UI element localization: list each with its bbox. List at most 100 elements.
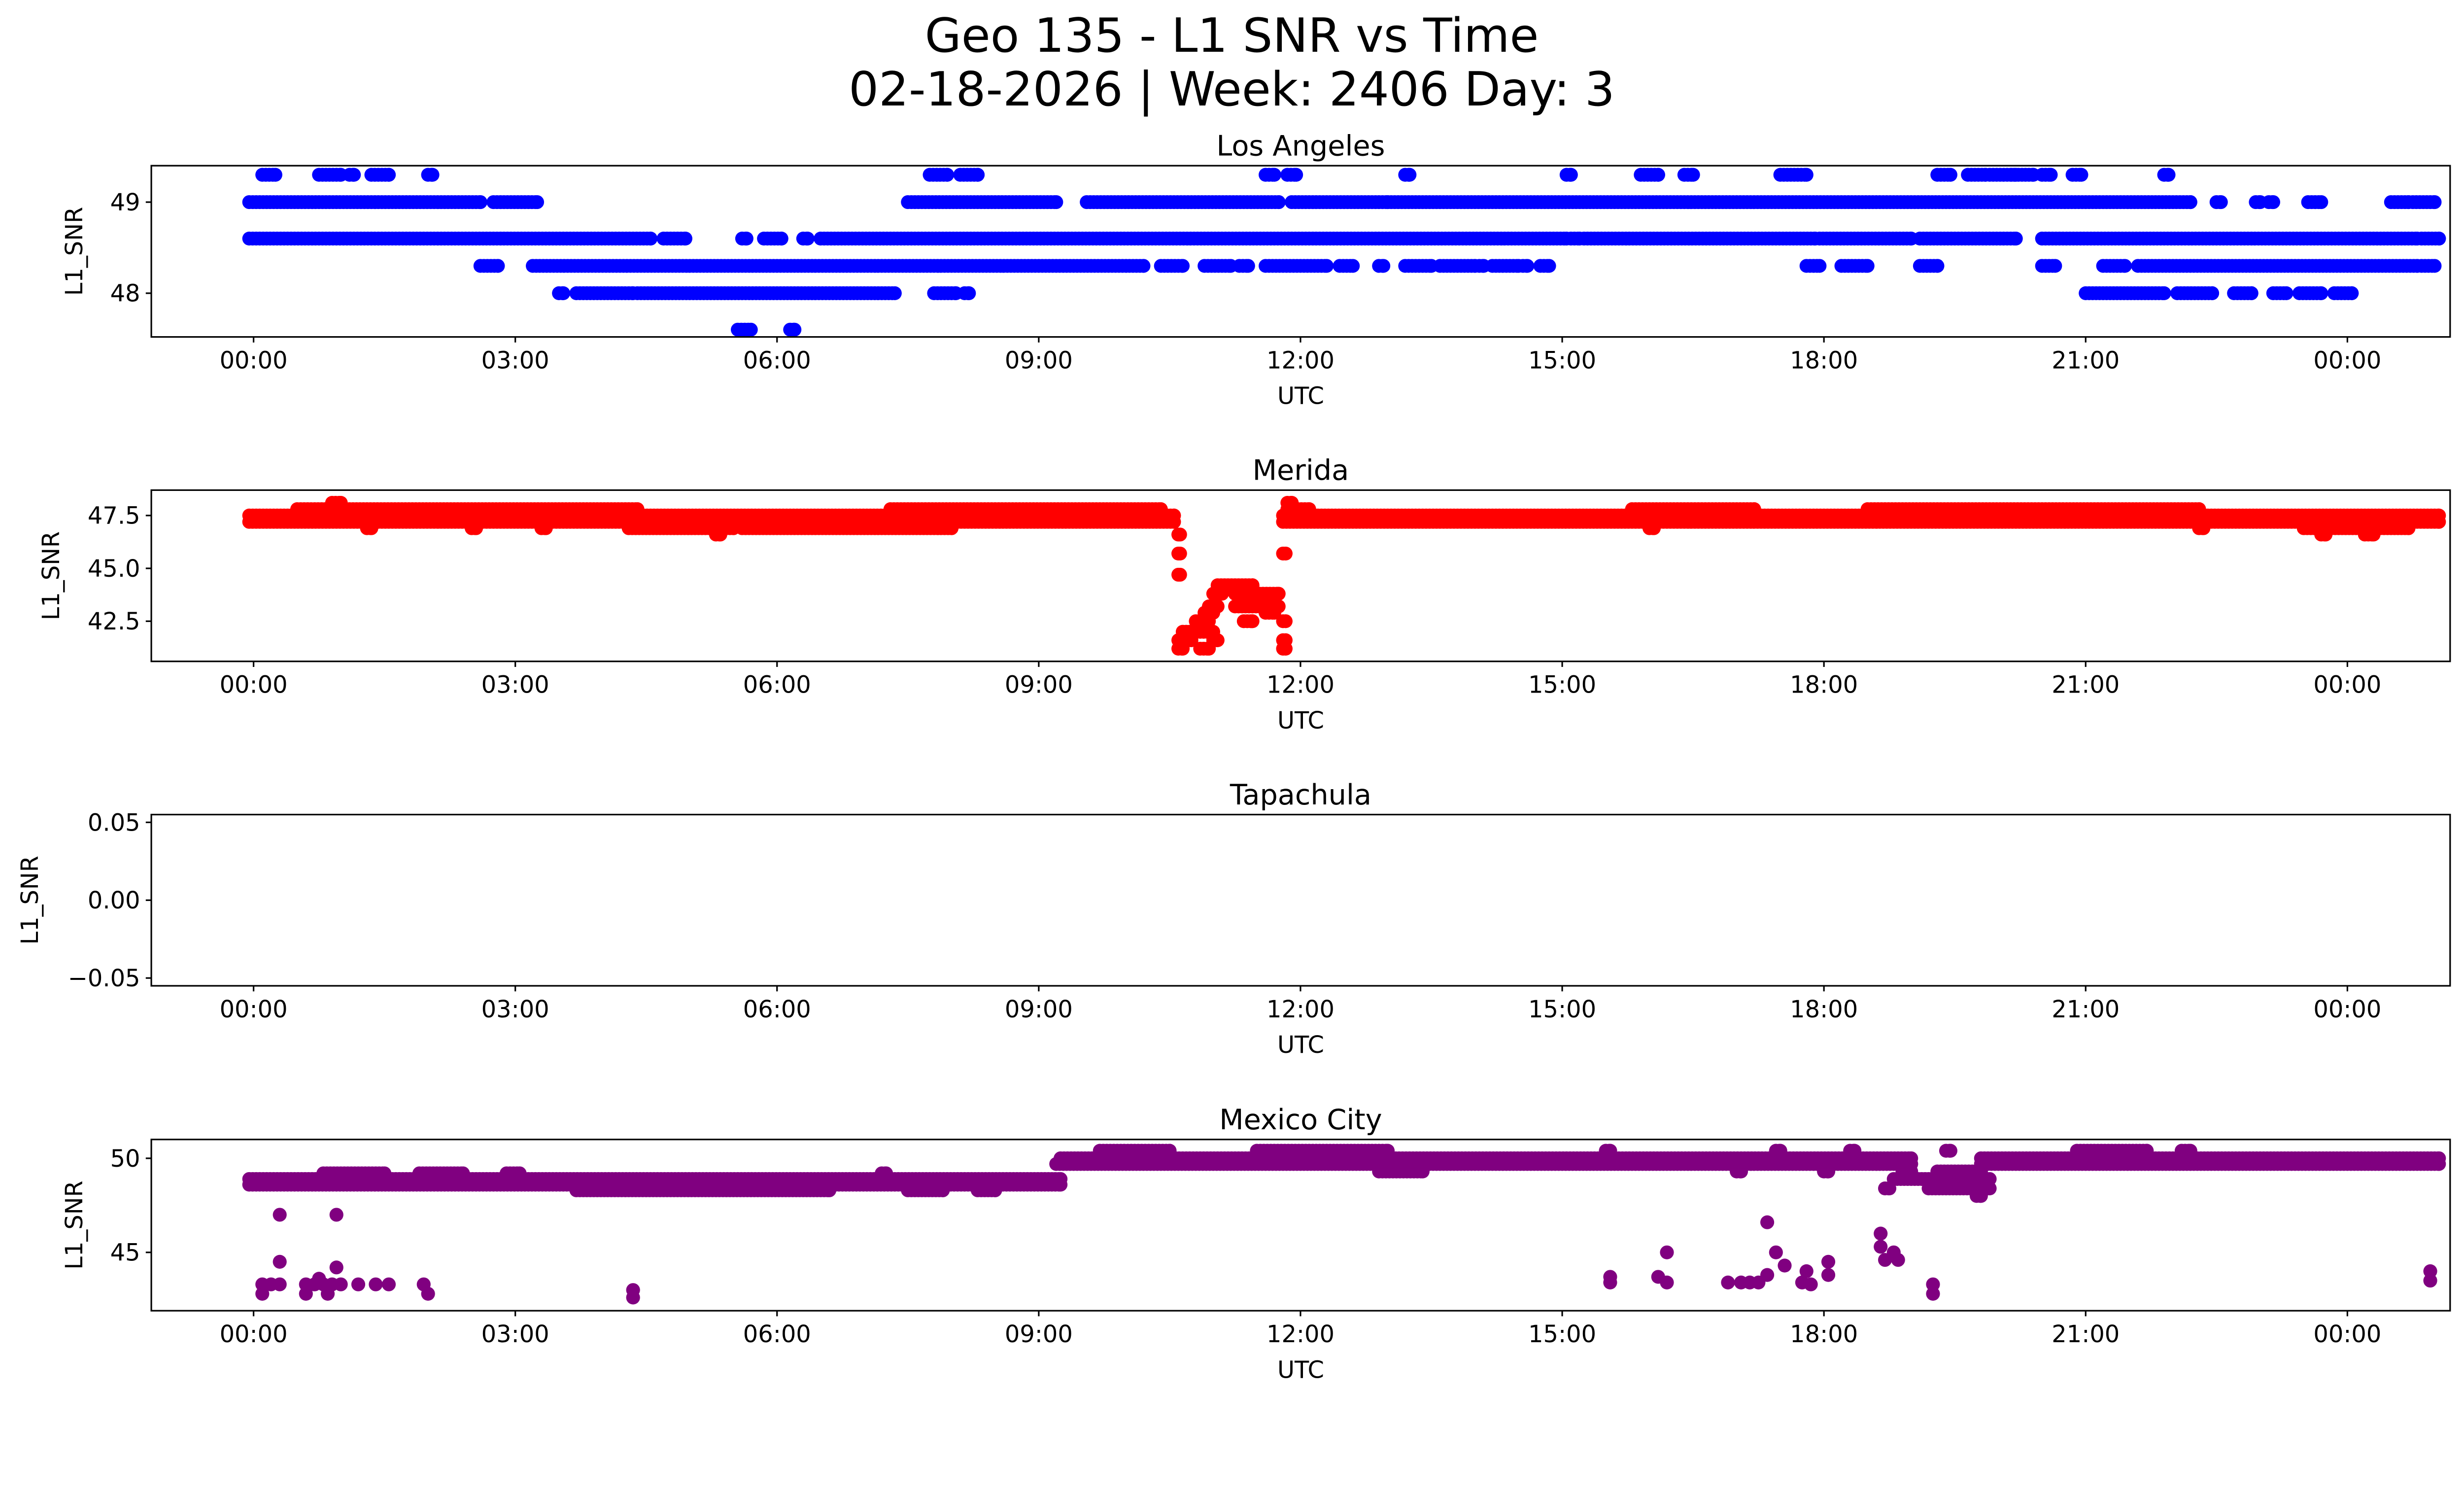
data-point (2183, 195, 2197, 209)
subplot-title: Los Angeles (1216, 129, 1385, 162)
y-axis-label: L1_SNR (61, 207, 88, 296)
data-point (962, 286, 976, 300)
data-point (787, 322, 802, 337)
y-tick-label: 42.5 (88, 608, 140, 635)
data-point (456, 1166, 470, 1181)
data-point (940, 168, 955, 182)
x-tick-label: 18:00 (1790, 347, 1858, 374)
data-point (2044, 168, 2058, 182)
data-point (1271, 587, 1286, 601)
data-point (2048, 259, 2062, 273)
x-tick-label: 18:00 (1790, 672, 1858, 699)
data-point (988, 1183, 1002, 1197)
data-point (678, 231, 692, 246)
data-point (2118, 259, 2132, 273)
y-tick-label: 48 (110, 280, 140, 308)
scatter-points-los-angeles (242, 168, 2446, 337)
x-tick-label: 06:00 (743, 672, 811, 699)
data-point (744, 322, 758, 337)
data-point (1346, 259, 1360, 273)
data-point (2161, 168, 2176, 182)
data-point (469, 521, 483, 535)
data-point (2319, 527, 2333, 542)
data-point (425, 168, 440, 182)
data-point (2432, 231, 2446, 246)
x-tick-label: 12:00 (1266, 672, 1335, 699)
data-point (1167, 508, 1181, 522)
x-axis-label: UTC (1277, 383, 1324, 410)
data-point (1201, 641, 1216, 656)
data-point (268, 168, 282, 182)
data-point (1054, 1172, 1068, 1186)
scatter-points-mexico-city (242, 1144, 2446, 1305)
data-point (2244, 286, 2259, 300)
data-point (1154, 502, 1168, 517)
data-point (713, 527, 727, 542)
x-tick-label: 09:00 (1005, 996, 1073, 1023)
subplots: Los Angeles 00:00 03:00 06:00 09:00 12:00 15:0… (17, 129, 2451, 1384)
data-point (774, 231, 788, 246)
x-tick-label: 00:00 (220, 996, 288, 1023)
data-point (1542, 259, 1556, 273)
data-point (2157, 286, 2171, 300)
y-tick-label: −0.05 (68, 965, 140, 992)
x-tick-label: 00:00 (2313, 672, 2381, 699)
data-point (1813, 259, 1827, 273)
data-point (643, 231, 658, 246)
data-point (381, 168, 396, 182)
y-tick-label: 47.5 (88, 503, 140, 530)
data-point (2196, 521, 2211, 535)
y-tick-label: 49 (110, 189, 140, 216)
data-point (944, 521, 958, 535)
data-point (879, 1166, 893, 1181)
data-point (2432, 508, 2446, 522)
data-point (1564, 168, 1578, 182)
data-point (1302, 502, 1316, 517)
data-point (1651, 168, 1665, 182)
x-tick-label: 12:00 (1266, 996, 1335, 1023)
data-point (1289, 168, 1303, 182)
subplot-title: Tapachula (1230, 778, 1371, 811)
data-point (1403, 168, 1417, 182)
y-axis-label: L1_SNR (38, 531, 65, 621)
data-point (1173, 546, 1187, 561)
subplot-title: Merida (1253, 454, 1349, 487)
data-point (1267, 606, 1281, 620)
data-point (936, 1183, 950, 1197)
data-point (970, 168, 985, 182)
x-tick-label: 15:00 (1528, 996, 1596, 1023)
data-point (1173, 527, 1187, 542)
subplot-title: Mexico City (1219, 1103, 1382, 1136)
data-point (1686, 168, 1700, 182)
data-point (2428, 259, 2442, 273)
data-point (1136, 259, 1151, 273)
data-point (1201, 614, 1216, 628)
x-tick-label: 03:00 (481, 347, 549, 374)
x-tick-label: 00:00 (2313, 996, 2381, 1023)
data-point (1799, 168, 1814, 182)
data-point (1241, 259, 1255, 273)
data-point (2345, 286, 2359, 300)
data-point (513, 1166, 527, 1181)
x-tick-label: 03:00 (481, 672, 549, 699)
figure-background (0, 0, 2464, 1404)
chart-subtitle: 02-18-2026 | Week: 2406 Day: 3 (849, 62, 1615, 117)
x-tick-label: 06:00 (743, 996, 811, 1023)
data-point (2401, 521, 2416, 535)
data-point (800, 231, 815, 246)
data-point (1278, 614, 1293, 628)
data-point (1049, 195, 1063, 209)
data-point (1278, 546, 1293, 561)
data-point (1173, 567, 1187, 582)
x-tick-label: 00:00 (220, 672, 288, 699)
x-axis-label: UTC (1277, 1032, 1324, 1059)
x-tick-label: 21:00 (2052, 996, 2120, 1023)
data-point (2009, 231, 2023, 246)
data-point (334, 496, 348, 510)
data-point (739, 231, 753, 246)
x-tick-label: 15:00 (1528, 672, 1596, 699)
